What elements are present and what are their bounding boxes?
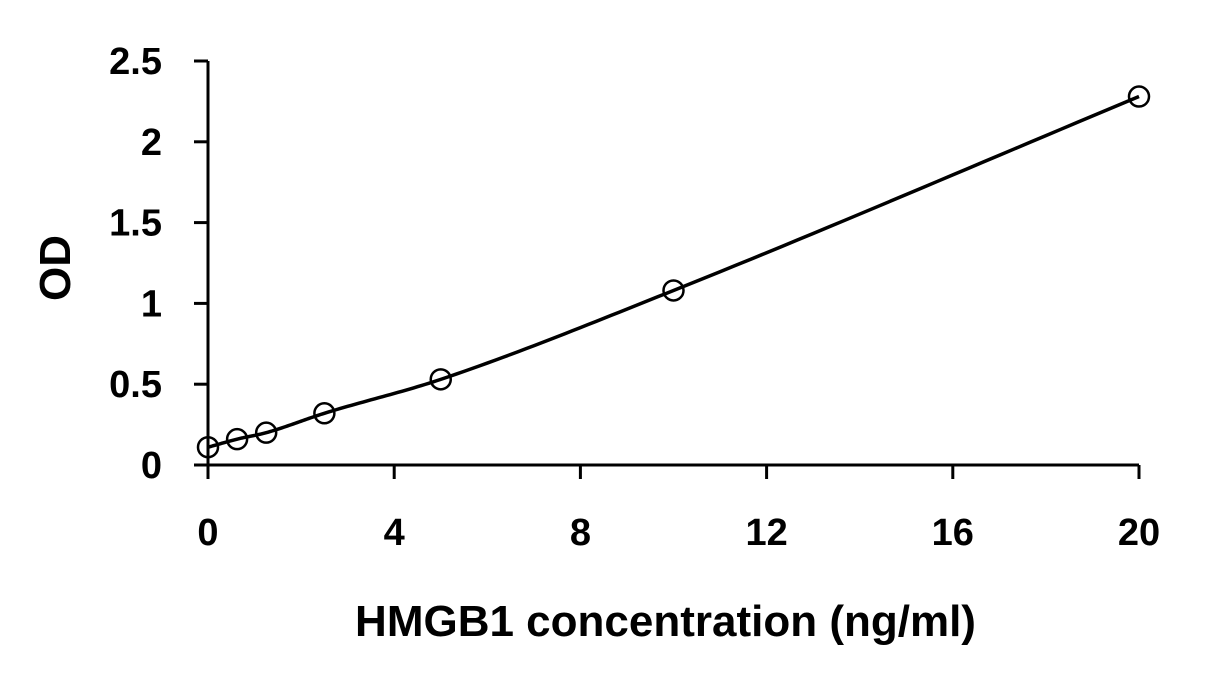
x-tick-label: 16 [932, 512, 974, 554]
y-tick-label: 2 [141, 122, 162, 164]
y-tick-label: 0 [141, 445, 162, 487]
x-tick-label: 20 [1118, 512, 1160, 554]
data-point [225, 427, 249, 451]
x-tick-label: 12 [745, 512, 787, 554]
y-tick-label: 1.5 [109, 203, 162, 245]
data-point [1127, 85, 1151, 108]
data-point [254, 421, 278, 444]
data-points [196, 85, 1151, 459]
x-tick-label: 4 [384, 512, 405, 554]
x-tick-label: 8 [570, 512, 591, 554]
y-axis-title: OD [31, 235, 80, 301]
y-tick-label: 1 [141, 283, 162, 325]
fit-curve [207, 94, 1140, 449]
data-point [662, 279, 685, 302]
data-point [313, 402, 336, 425]
y-tick-label: 0.5 [109, 364, 162, 406]
x-axis-title: HMGB1 concentration (ng/ml) [355, 597, 976, 646]
data-point [196, 435, 220, 459]
x-ticks: 0 4 8 12 16 20 [197, 465, 1160, 554]
y-tick-label: 2.5 [109, 41, 162, 83]
data-point [429, 368, 452, 391]
y-ticks: 0 0.5 1 1.5 2 2.5 [109, 41, 208, 487]
x-tick-label: 0 [197, 512, 218, 554]
